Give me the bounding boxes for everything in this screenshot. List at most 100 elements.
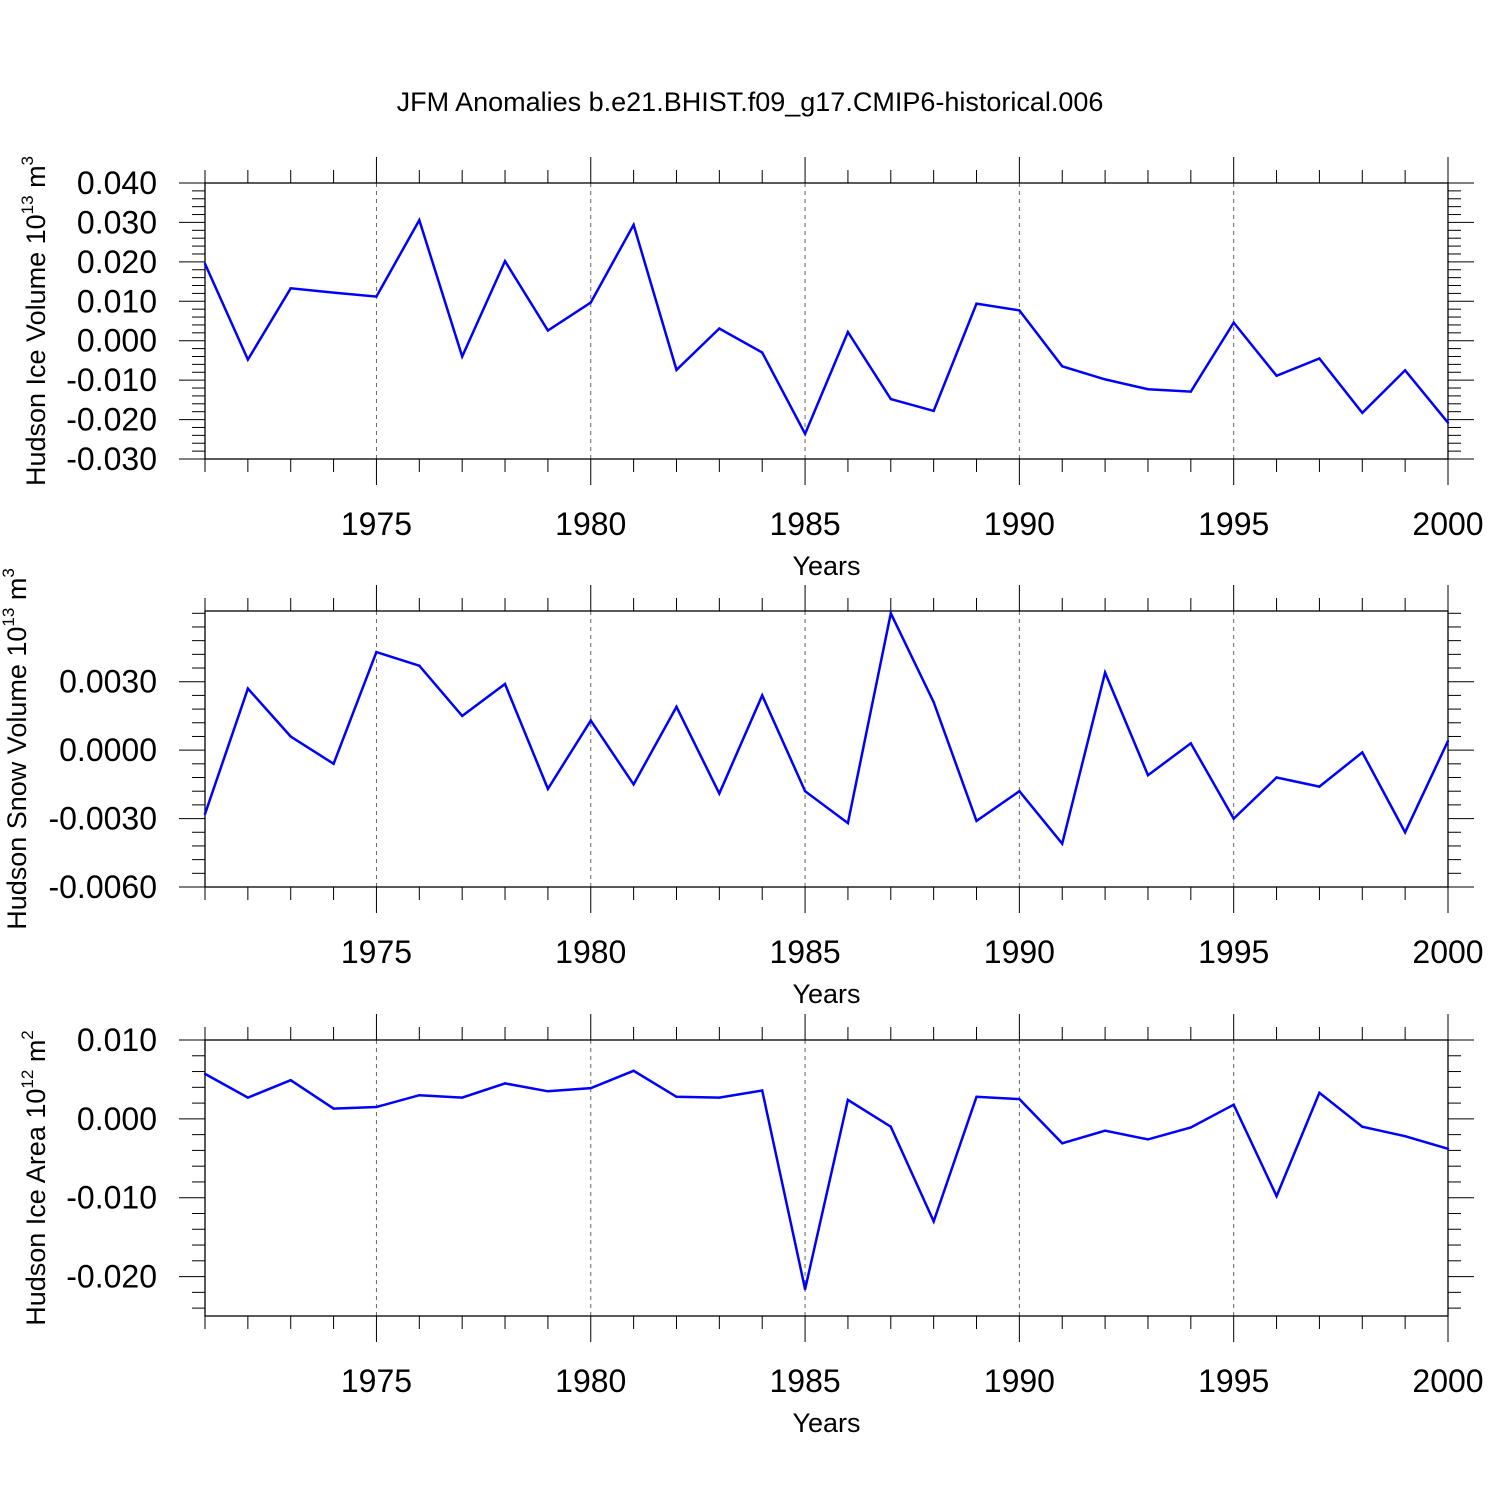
data-point <box>1446 421 1450 424</box>
x-axis-title: Years <box>792 979 860 1009</box>
data-point <box>1403 1135 1407 1138</box>
data-point <box>1103 1129 1107 1132</box>
data-point <box>1446 1147 1450 1151</box>
data-point <box>1232 321 1235 324</box>
data-point <box>975 819 978 823</box>
x-axis-title: Years <box>792 1408 860 1438</box>
data-point <box>503 259 507 263</box>
data-point <box>1446 739 1450 743</box>
data-point <box>803 432 807 435</box>
data-point <box>718 1096 721 1099</box>
data-point <box>675 705 678 709</box>
data-point <box>203 1072 207 1076</box>
data-point <box>289 287 292 290</box>
x-tick-label: 1975 <box>341 1363 412 1399</box>
data-point <box>460 1096 464 1099</box>
data-point <box>246 687 250 690</box>
data-point <box>1146 388 1150 391</box>
y-tick-label: -0.020 <box>66 1259 157 1295</box>
y-tick-label: 0.020 <box>77 244 157 280</box>
data-point <box>889 397 892 401</box>
plot-frame <box>204 182 1449 460</box>
data-point <box>418 1094 421 1097</box>
data-point <box>975 1095 978 1098</box>
data-point <box>375 295 378 298</box>
series-line <box>203 609 1450 847</box>
data-point <box>846 330 850 334</box>
x-tick-label: 1985 <box>769 934 840 970</box>
y-axis-title: Hudson Snow Volume 1013 m3 <box>0 568 32 930</box>
x-tick-label: 1990 <box>984 934 1055 970</box>
data-point <box>1189 1126 1193 1129</box>
data-point <box>718 792 721 795</box>
data-point <box>1361 751 1364 754</box>
chart-panel-3: 1975 1980 1985 1990 1995 2000 Years 0.010 0.000 -… <box>18 1014 1484 1438</box>
x-tick-label: 2000 <box>1412 506 1483 542</box>
y-tick-label: -0.010 <box>66 1180 157 1216</box>
data-point <box>546 329 550 332</box>
data-point <box>332 1107 335 1110</box>
data-point <box>846 821 850 825</box>
data-point <box>803 789 807 793</box>
data-point <box>503 1082 507 1085</box>
data-point <box>1318 1091 1321 1095</box>
data-point <box>503 682 507 686</box>
y-tick-label: 0.000 <box>77 1101 157 1137</box>
data-point <box>1189 390 1193 393</box>
chart-panel-2: 1975 1980 1985 1990 1995 2000 Years 0.0030 0.000… <box>0 568 1484 1009</box>
data-point <box>1232 817 1235 820</box>
data-point <box>546 1090 550 1093</box>
y-tick-label: 0.030 <box>77 204 157 240</box>
y-tick-label: 0.010 <box>77 1022 157 1058</box>
data-point <box>460 355 464 358</box>
data-point <box>1146 774 1150 777</box>
y-tick-label: 0.040 <box>77 165 157 201</box>
data-point <box>1318 357 1321 360</box>
data-point <box>1061 842 1064 845</box>
data-point <box>1146 1138 1150 1141</box>
data-point <box>375 650 378 654</box>
data-point <box>1018 309 1021 312</box>
plot-frame <box>204 1039 1449 1317</box>
data-point <box>932 409 935 413</box>
data-point <box>975 302 978 305</box>
data-point <box>1103 671 1107 674</box>
y-axis-title: Hudson Ice Area 1012 m2 <box>18 1030 51 1326</box>
data-point <box>418 218 421 222</box>
y-tick-label: -0.020 <box>66 402 157 438</box>
plot-frame <box>204 610 1449 888</box>
data-point <box>289 1079 292 1082</box>
data-point <box>1403 831 1407 834</box>
data-point <box>1061 1142 1064 1145</box>
x-tick-label: 1995 <box>1198 1363 1269 1399</box>
data-point <box>460 714 464 718</box>
data-point <box>589 301 592 304</box>
data-point <box>203 812 207 816</box>
x-tick-label: 1980 <box>555 934 626 970</box>
data-point <box>632 783 635 786</box>
data-point <box>1103 378 1107 381</box>
x-tick-label: 1980 <box>555 1363 626 1399</box>
x-tick-label: 1990 <box>984 1363 1055 1399</box>
series-line <box>204 1069 1449 1290</box>
y-axis-title: Hudson Ice Volume 1013 m3 <box>18 156 51 486</box>
data-point <box>675 368 678 372</box>
x-tick-label: 2000 <box>1412 1363 1483 1399</box>
data-point <box>1061 365 1064 368</box>
y-tick-label: 0.0030 <box>59 664 157 700</box>
data-point <box>546 787 550 791</box>
data-point <box>803 1287 807 1291</box>
data-point <box>632 1069 635 1072</box>
x-axis-title: Years <box>792 551 860 581</box>
x-tick-label: 1990 <box>984 506 1055 542</box>
x-tick-label: 1980 <box>555 506 626 542</box>
data-point <box>1232 1103 1235 1106</box>
data-point <box>1275 776 1278 779</box>
x-tick-label: 1975 <box>341 934 412 970</box>
data-point <box>375 1105 378 1109</box>
y-tick-label: -0.0030 <box>48 801 157 837</box>
data-point <box>1361 411 1364 415</box>
data-point <box>846 1098 850 1102</box>
data-point <box>589 719 592 722</box>
